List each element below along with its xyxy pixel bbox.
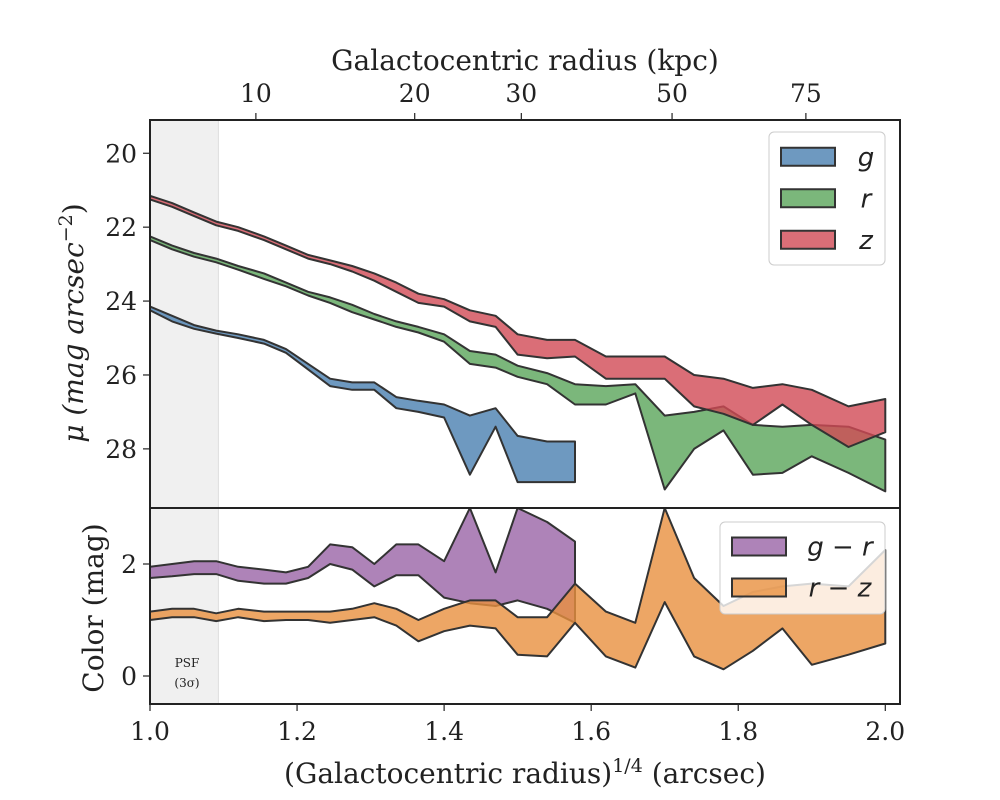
- top-legend-swatch-0: [780, 146, 836, 167]
- bottom-ytick-label-0: 0: [121, 662, 137, 691]
- top-legend-swatch-1: [780, 188, 836, 209]
- bottom-panel-frame: [149, 507, 901, 705]
- top-band-0: [150, 305, 576, 484]
- bottom-x-axis-title: (Galactocentric radius)1/4 (arcsec): [284, 755, 766, 790]
- psf-region-bottom: [150, 508, 219, 704]
- top-legend-label-0: g: [858, 143, 875, 173]
- bottom-legend-swatch-1: [731, 577, 787, 598]
- top-ytick-label-0: 20: [105, 139, 137, 168]
- legend-top: grz: [768, 131, 886, 266]
- top-legend-label-2: z: [858, 226, 874, 256]
- top-y-axis: 20 22 24 26 28: [105, 139, 150, 464]
- top-band-1: [150, 235, 887, 493]
- top-legend-swatch-2: [780, 229, 836, 250]
- psf-sigma-label: (3σ): [174, 676, 199, 690]
- bottom-xtick-label-1: 1.2: [277, 717, 317, 746]
- bottom-band-1: [150, 508, 887, 671]
- psf-label: PSF: [175, 656, 200, 670]
- bottom-legend-swatch-0: [731, 536, 787, 557]
- bottom-xtick-label-3: 1.6: [571, 717, 611, 746]
- top-ytick-label-2: 24: [105, 287, 137, 316]
- top-x-axis-title: Galactocentric radius (kpc): [331, 44, 719, 77]
- top-y-axis-title: μ (mag arcsec−2): [55, 203, 90, 442]
- top-legend-label-1: r: [861, 184, 874, 214]
- bottom-xtick-label-2: 1.4: [424, 717, 464, 746]
- top-x-axis: 10 20 30 50 75: [240, 79, 822, 120]
- top-xtick-label-4: 75: [790, 79, 822, 108]
- bottom-xtick-label-5: 2.0: [865, 717, 905, 746]
- top-panel-series: [150, 194, 887, 493]
- top-ytick-label-4: 28: [105, 435, 137, 464]
- top-xtick-label-3: 50: [656, 79, 688, 108]
- bottom-panel-series: [150, 508, 887, 671]
- top-ytick-label-1: 22: [105, 213, 137, 242]
- top-band-2: [150, 194, 887, 448]
- bottom-x-axis: 1.0 1.2 1.4 1.6 1.8 2.0: [130, 704, 905, 746]
- top-xtick-label-2: 30: [505, 79, 537, 108]
- bottom-legend-label-1: r − z: [809, 574, 873, 604]
- top-xtick-label-1: 20: [399, 79, 431, 108]
- bottom-y-axis: 02: [121, 550, 150, 691]
- legend-bottom: g − r r − z: [719, 521, 886, 615]
- top-xtick-label-0: 10: [240, 79, 272, 108]
- bottom-y-axis-title: Color (mag): [77, 523, 110, 692]
- bottom-xtick-label-0: 1.0: [130, 717, 170, 746]
- bottom-xtick-label-4: 1.8: [718, 717, 758, 746]
- bottom-legend-label-0: g − r: [807, 533, 875, 563]
- bottom-ytick-label-1: 2: [121, 550, 137, 579]
- top-ytick-label-3: 26: [105, 361, 137, 390]
